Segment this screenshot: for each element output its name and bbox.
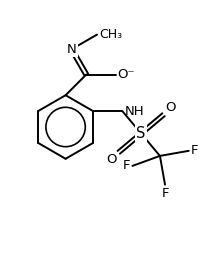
Text: F: F (190, 144, 197, 157)
Text: O⁻: O⁻ (117, 68, 134, 81)
Text: CH₃: CH₃ (99, 28, 122, 41)
Text: N: N (67, 43, 76, 56)
Text: S: S (136, 126, 145, 141)
Text: F: F (122, 160, 130, 172)
Text: O: O (165, 101, 175, 114)
Text: F: F (161, 187, 168, 200)
Text: O: O (106, 153, 116, 166)
Text: NH: NH (124, 105, 143, 118)
